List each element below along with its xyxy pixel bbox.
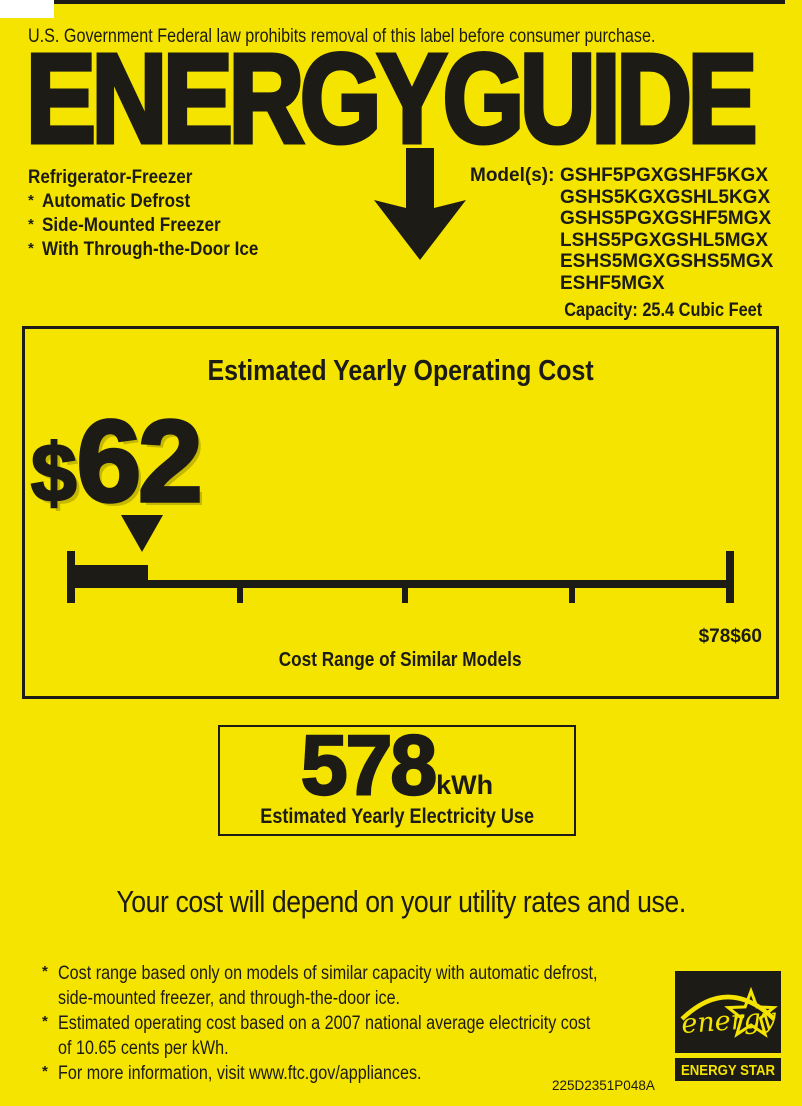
electricity-use-value-row: 578 kWh: [300, 718, 494, 812]
utility-rates-disclaimer: Your cost will depend on your utility ra…: [116, 884, 686, 919]
feature-item: * With Through-the-Door Ice: [28, 239, 259, 260]
scale-tick: [402, 582, 408, 603]
asterisk-bullet-icon: *: [28, 192, 34, 209]
feature-item: * Side-Mounted Freezer: [28, 215, 221, 236]
feature-item: * Automatic Defrost: [28, 191, 191, 212]
model-row: GSHS5KGXGSHL5KGX: [560, 186, 771, 208]
capacity: Capacity: 25.4 Cubic Feet: [564, 300, 762, 321]
part-number: 225D2351P048A: [552, 1078, 655, 1093]
asterisk-bullet-icon: *: [28, 240, 34, 257]
asterisk-bullet-icon: *: [42, 1063, 48, 1080]
model-row: GSHS5PGXGSHF5MGX: [560, 208, 772, 229]
energy-script-text: energy: [680, 1002, 777, 1040]
energy-star-wordmark: ENERGY STAR: [681, 1062, 775, 1079]
models-label: Model(s):: [470, 165, 555, 186]
asterisk-bullet-icon: *: [28, 216, 34, 233]
federal-notice-text: U.S. Government Federal law prohibits re…: [28, 26, 656, 47]
kwh-unit: kWh: [436, 770, 494, 800]
currency-symbol: $: [30, 428, 78, 519]
energy-star-wordmark-bg: [675, 1058, 781, 1081]
scale-range-labels: $78$60: [698, 626, 762, 647]
footnote: * Cost range based only on models of sim…: [42, 961, 782, 1011]
model-row: ESHS5MGXGSHS5MGX: [560, 251, 774, 272]
footnote: * Estimated operating cost based on a 20…: [42, 1011, 782, 1061]
footnotes: * Cost range based only on models of sim…: [42, 961, 782, 1086]
electricity-use-caption: Estimated Yearly Electricity Use: [260, 805, 534, 828]
scale-tick: [569, 582, 575, 603]
asterisk-bullet-icon: *: [42, 1013, 48, 1030]
scale-right-cap: [726, 551, 734, 603]
operating-cost-box: Estimated Yearly Operating Cost $ 62 $78…: [22, 326, 779, 699]
cost-value: 62: [75, 396, 205, 526]
yearly-cost-amount: $ 62: [30, 396, 205, 526]
product-features: Refrigerator-Freezer * Automatic Defrost…: [28, 166, 282, 262]
asterisk-bullet-icon: *: [42, 963, 48, 980]
kwh-value: 578: [300, 718, 439, 812]
footnote: * For more information, visit www.ftc.go…: [42, 1061, 782, 1086]
energy-star-arc: [680, 994, 776, 1021]
cost-box-title: Estimated Yearly Operating Cost: [207, 355, 594, 387]
model-row: GSHF5PGXGSHF5KGX: [560, 165, 769, 186]
scale-tick: [237, 582, 243, 603]
down-arrow-icon: [374, 148, 466, 260]
product-category: Refrigerator-Freezer: [28, 167, 193, 188]
model-row: LSHS5PGXGSHL5MGX: [560, 229, 768, 251]
electricity-use-box: 578 kWh Estimated Yearly Electricity Use: [218, 718, 576, 836]
model-rows: GSHF5PGXGSHF5KGX GSHS5KGXGSHL5KGX GSHS5P…: [560, 165, 773, 294]
wordmark-guide: GUIDE: [441, 28, 760, 169]
scan-corner-artifact: [0, 0, 54, 18]
energy-star-logo: energy ENERGY STAR: [675, 971, 781, 1081]
wordmark-energy: ENERGY: [24, 28, 449, 169]
scale-line: [70, 580, 731, 588]
top-rule: [54, 0, 785, 4]
energyguide-wordmark: ENERGYGUIDE: [24, 33, 760, 164]
star-outline-icon: [724, 986, 778, 1038]
down-triangle-icon: [121, 515, 163, 552]
model-row: ESHF5MGX: [560, 272, 665, 294]
federal-notice: U.S. Government Federal law prohibits re…: [28, 26, 766, 48]
scale-caption: Cost Range of Similar Models: [279, 649, 522, 671]
